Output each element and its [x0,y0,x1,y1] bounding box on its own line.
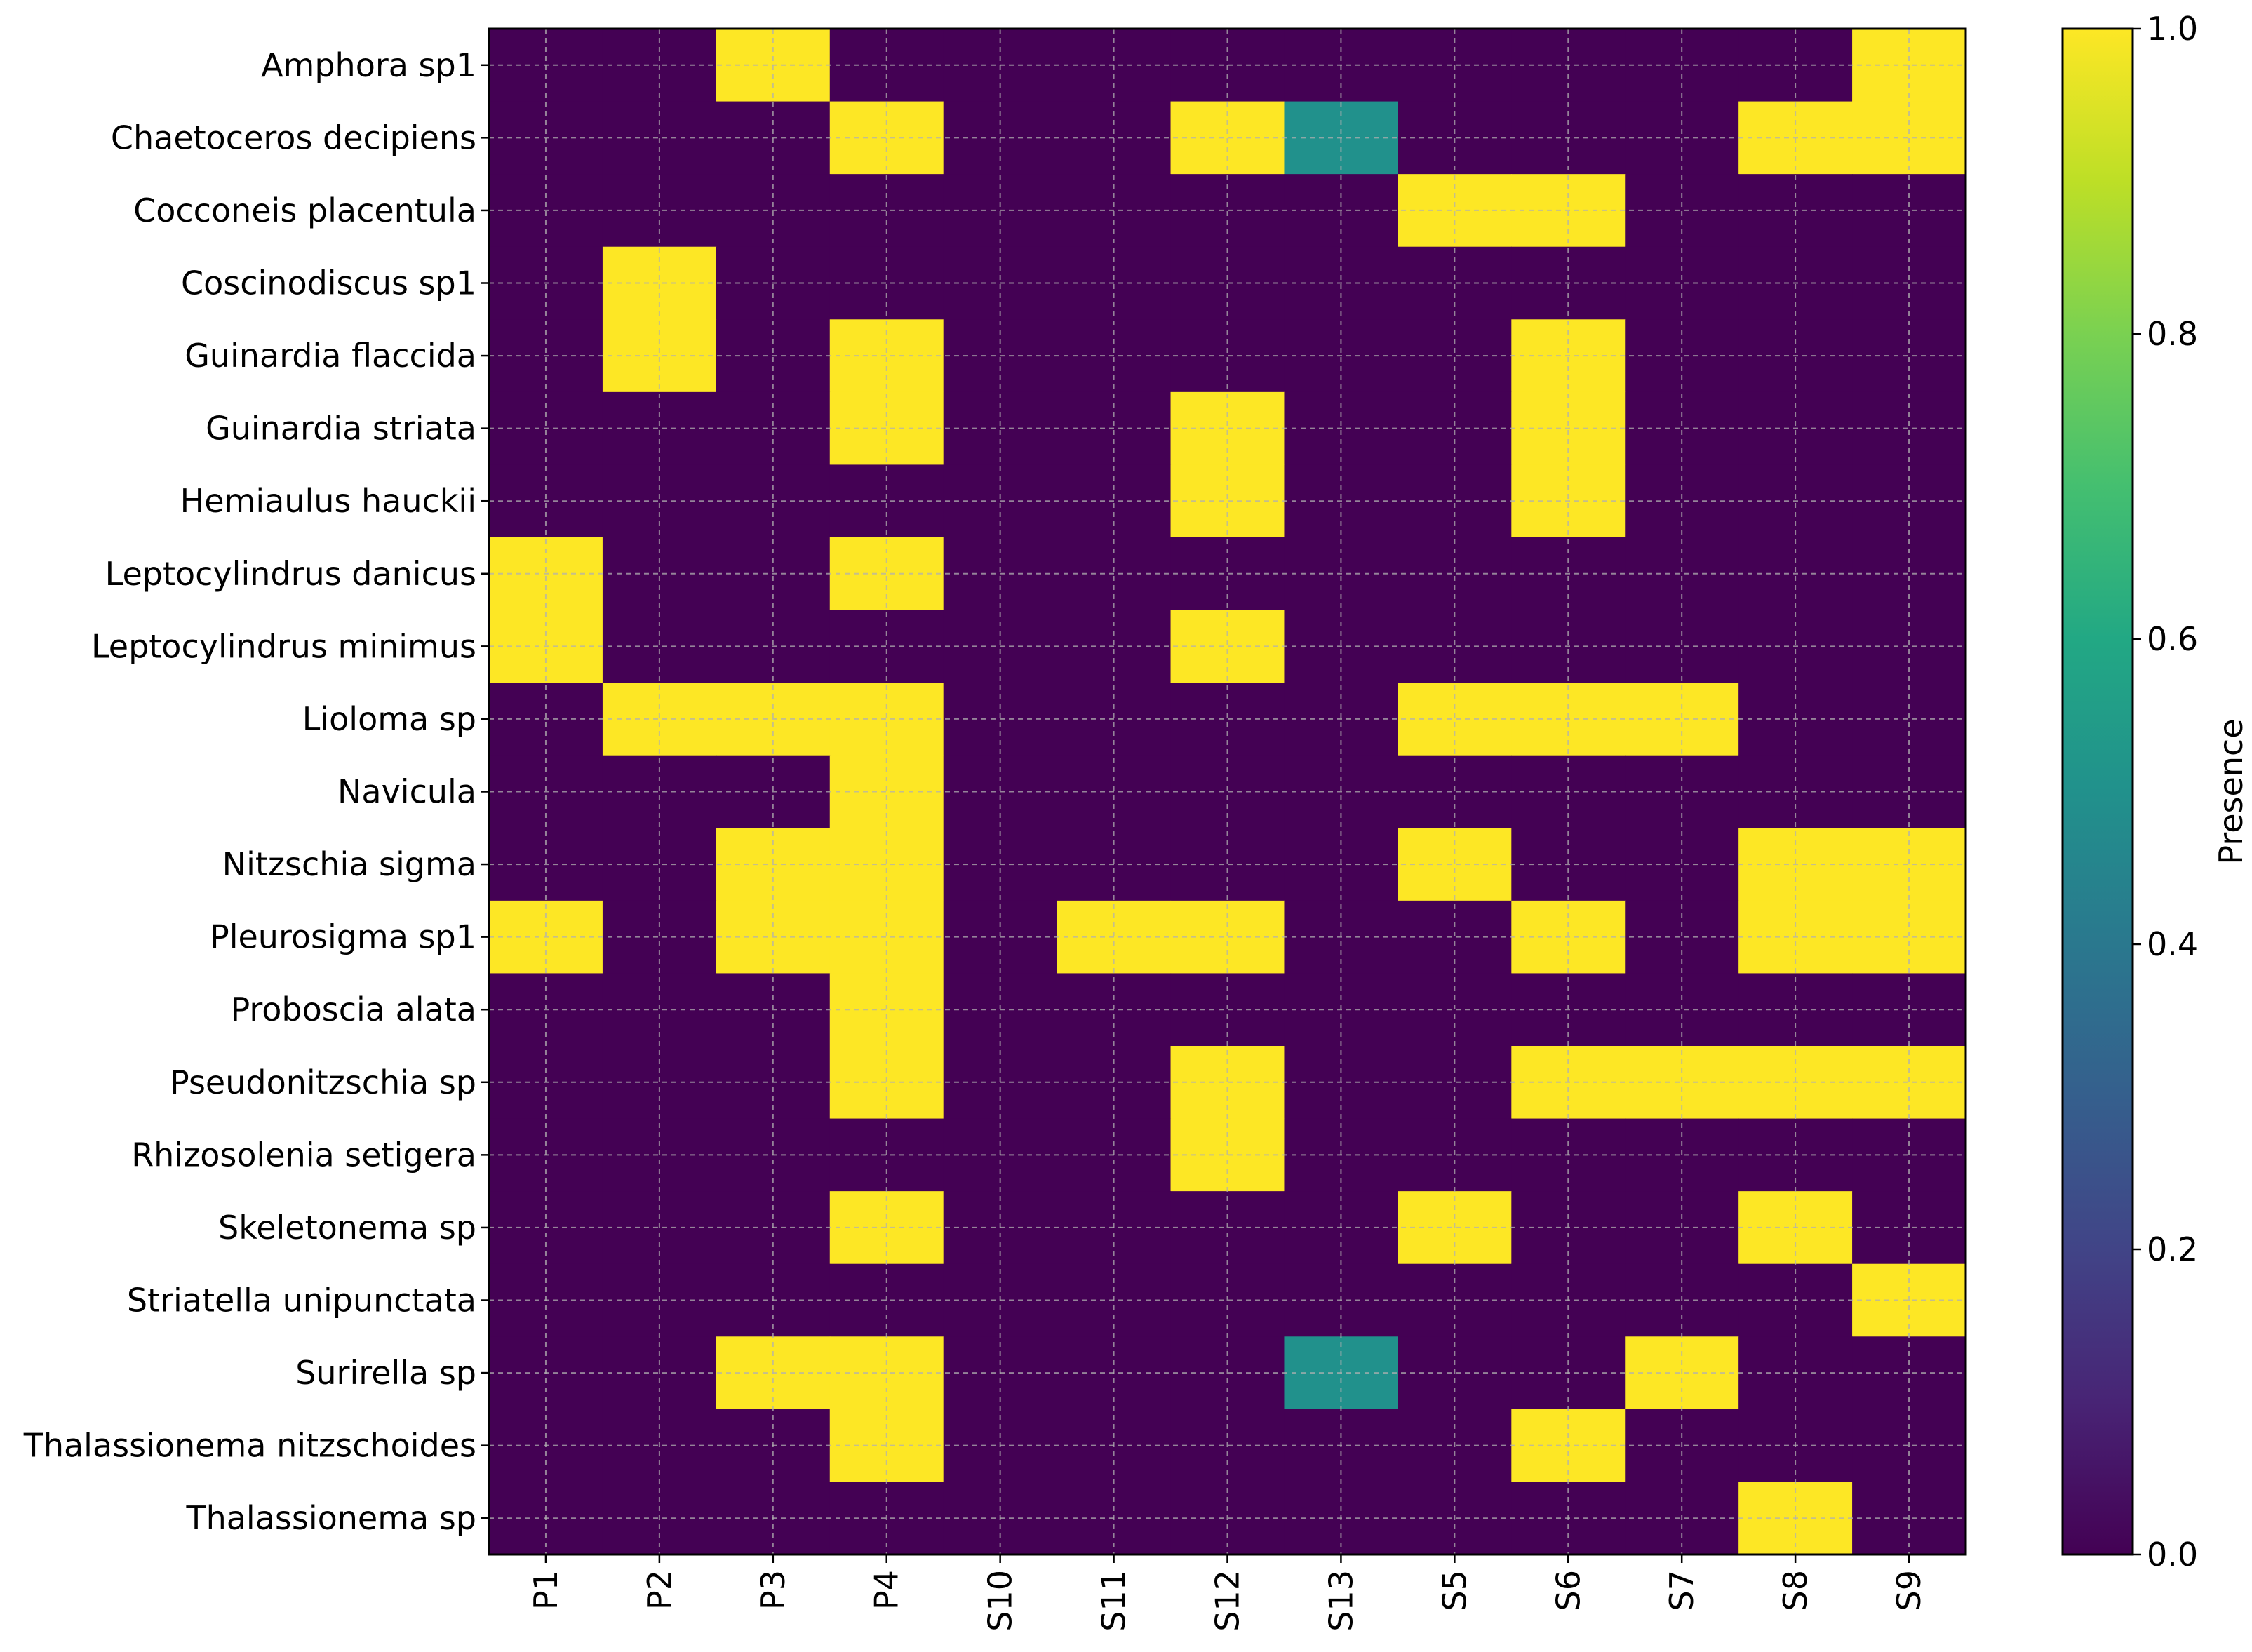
colorbar-gradient [2061,27,2134,1556]
y-tick-label: Surirella sp [295,1354,476,1392]
y-tick-label: Hemiaulus hauckii [180,482,476,520]
y-tick-label: Cocconeis placentula [133,192,476,229]
colorbar-tick-label: 0.0 [2147,1536,2198,1573]
y-tick-label: Chaetoceros decipiens [111,119,476,156]
y-tick-label: Navicula [337,773,476,811]
x-tick-label: S7 [1663,1570,1701,1611]
y-axis: Amphora sp1 Chaetoceros decipiens Cocconei… [23,46,489,1537]
y-tick-label: Skeletonema sp [218,1209,476,1247]
x-tick-label: S10 [981,1570,1019,1632]
y-tick-label: Thalassionema nitzschoides [23,1427,476,1465]
colorbar-tick-label: 0.2 [2147,1230,2198,1268]
y-tick-label: Rhizosolenia setigera [131,1136,476,1174]
colorbar-tick-label: 0.6 [2147,620,2198,658]
y-tick-label: Nitzschia sigma [222,845,476,883]
y-tick-label: Pseudonitzschia sp [170,1063,476,1101]
y-tick-label: Guinardia striata [206,410,476,448]
x-tick-label: P4 [868,1570,906,1610]
colorbar-tick-label: 0.8 [2147,315,2198,353]
x-tick-label: S8 [1776,1570,1814,1611]
x-tick-label: S9 [1890,1570,1928,1611]
x-tick-label: S11 [1095,1570,1133,1632]
colorbar: 0.0 0.2 0.4 0.6 0.8 1.0 Presence [2061,10,2250,1573]
x-tick-label: P1 [527,1570,565,1610]
x-tick-label: S12 [1209,1570,1247,1632]
colorbar-tick-label: 0.4 [2147,925,2198,963]
grid-lines [489,29,1966,1554]
y-tick-label: Guinardia flaccida [185,337,476,375]
y-tick-label: Proboscia alata [230,990,476,1028]
y-tick-label: Lioloma sp [302,700,476,738]
y-tick-label: Thalassionema sp [185,1499,476,1537]
x-tick-label: S5 [1435,1570,1473,1611]
y-tick-label: Leptocylindrus minimus [91,627,476,665]
y-tick-label: Pleurosigma sp1 [210,918,476,956]
x-tick-label: P2 [641,1570,678,1610]
y-tick-label: Leptocylindrus danicus [105,555,476,593]
y-tick-label: Striatella unipunctata [127,1282,476,1319]
x-tick-label: S6 [1549,1570,1587,1611]
x-tick-label: S13 [1322,1570,1360,1632]
x-axis: P1 P2 P3 P4 S10 S11 S12 S13 S5 S6 S7 S8 S9 [527,1554,1928,1632]
y-tick-label: Coscinodiscus sp1 [181,264,476,302]
colorbar-label: Presence [2212,718,2250,864]
x-tick-label: P3 [754,1570,792,1610]
colorbar-tick-label: 1.0 [2147,10,2198,48]
y-tick-label: Amphora sp1 [261,46,476,84]
